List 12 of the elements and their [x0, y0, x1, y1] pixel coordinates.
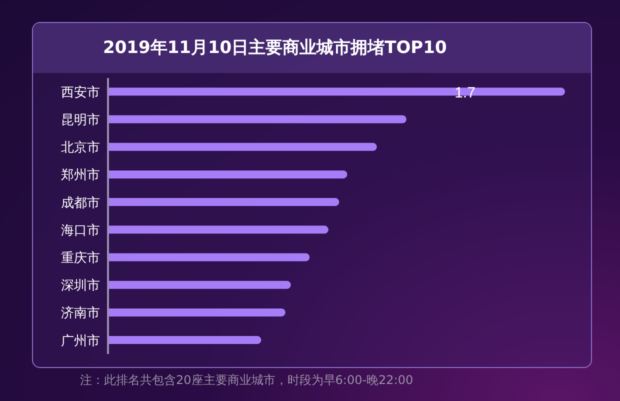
y-tick-label: 西安市	[61, 84, 100, 100]
chart-title: 2019年11月10日主要商业城市拥堵TOP10	[33, 23, 591, 73]
y-tick-label: 北京市	[61, 140, 100, 156]
y-tick-label: 昆明市	[61, 113, 100, 128]
y-tick-label: 海口市	[61, 223, 100, 238]
y-tick-label: 广州市	[61, 334, 100, 349]
y-tick-label: 深圳市	[61, 278, 100, 294]
y-tick-label: 重庆市	[61, 251, 100, 266]
y-tick-label: 郑州市	[61, 168, 100, 184]
y-tick-label: 成都市	[61, 196, 100, 211]
text: 注：此排名共包含20座主要商业城市，时段为早6:00-晚22:00	[80, 372, 414, 389]
y-tick-label: 济南市	[61, 306, 100, 322]
